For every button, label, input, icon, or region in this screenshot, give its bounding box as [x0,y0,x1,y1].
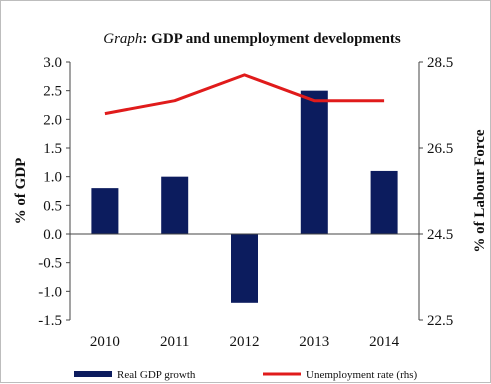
left-axis-ticks: 3.0 2.5 2.0 1.5 1.0 0.5 0.0 -0.5 -1.0 -1.5 [38,55,70,329]
y2-axis-title: % of Labour Force [472,129,488,253]
legend: Real GDP growth Unemployment rate (rhs) [74,369,418,381]
y-tick-label: -1.0 [38,284,62,300]
x-tick-label-2013: 2013 [299,334,329,350]
y-tick-label: -1.5 [38,313,62,329]
y-tick-label: 3.0 [43,55,62,71]
legend-swatch-gdp [74,371,112,377]
x-axis-ticks: 2010 2011 2012 2013 2014 [90,334,400,350]
legend-label-unemployment: Unemployment rate (rhs) [306,369,418,381]
unemployment-line [104,73,385,116]
y-tick-label: -0.5 [38,256,62,272]
gdp-bars [91,90,398,303]
y2-tick-label: 28.5 [427,55,453,71]
x-tick-label-2010: 2010 [90,334,120,350]
y2-tick-label: 24.5 [427,227,453,243]
bar-2010 [91,188,119,234]
y-tick-label: 1.5 [43,141,62,157]
y-tick-label: 0.0 [43,227,62,243]
y-axis-title: % of GDP [13,158,29,225]
bar-2012 [231,234,258,303]
x-tick-label-2011: 2011 [160,334,189,350]
y2-tick-label: 22.5 [427,313,453,329]
legend-label-gdp: Real GDP growth [117,369,196,381]
y2-tick-label: 26.5 [427,141,453,157]
x-tick-label-2012: 2012 [230,334,260,350]
y-tick-label: 2.5 [43,84,62,100]
y-tick-label: 0.5 [43,198,62,214]
bar-2011 [161,176,189,234]
chart-title: Graph: GDP and unemployment developments [103,31,401,47]
axes [69,62,420,320]
y-tick-label: 1.0 [43,170,62,186]
bar-2014 [370,170,398,234]
unemployment-line-layer [104,73,385,116]
bar-2013 [300,90,328,235]
right-axis-ticks: 28.5 26.5 24.5 22.5 [419,55,453,329]
y-tick-label: 2.0 [43,112,62,128]
x-tick-label-2014: 2014 [369,334,400,350]
